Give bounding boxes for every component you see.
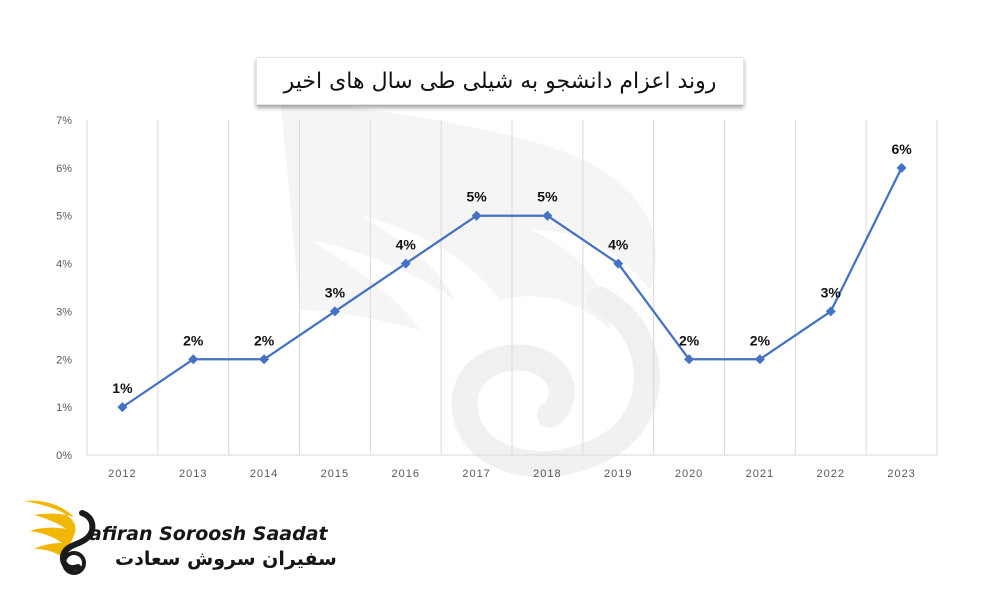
x-tick-label: 2014 xyxy=(250,468,278,480)
y-tick-label: 4% xyxy=(56,259,72,271)
data-point-marker xyxy=(825,306,836,317)
x-tick-label: 2022 xyxy=(817,468,845,480)
data-label: 5% xyxy=(466,189,487,205)
y-tick-label: 2% xyxy=(56,354,72,366)
data-point-marker xyxy=(896,162,907,173)
grid xyxy=(86,120,938,455)
y-tick-label: 3% xyxy=(56,306,72,318)
data-label: 6% xyxy=(891,141,912,157)
logo-mark-icon xyxy=(24,500,96,575)
data-point-marker xyxy=(613,258,624,269)
data-label: 5% xyxy=(537,189,558,205)
x-tick-label: 2017 xyxy=(462,468,490,480)
chart-title-text: روند اعزام دانشجو به شیلی طی سال های اخی… xyxy=(283,68,717,94)
logo-persian-text: سفیران سروش سعادت xyxy=(115,548,337,570)
data-label: 1% xyxy=(112,380,133,396)
data-point-marker xyxy=(542,210,553,221)
x-tick-label: 2015 xyxy=(321,468,349,480)
logo-english-text: afiran Soroosh Saadat xyxy=(89,523,328,545)
series xyxy=(117,162,907,413)
data-label: 2% xyxy=(254,332,275,348)
data-label: 2% xyxy=(679,332,700,348)
data-label: 2% xyxy=(750,332,771,348)
series-line xyxy=(121,167,903,409)
x-tick-label: 2013 xyxy=(179,468,207,480)
data-point-marker xyxy=(117,402,128,413)
wing-icon xyxy=(24,500,76,559)
x-tick-label: 2021 xyxy=(746,468,774,480)
brand-logo: afiran Soroosh Saadat سفیران سروش سعادت xyxy=(20,493,337,583)
y-tick-label: 7% xyxy=(56,115,72,127)
data-point-marker xyxy=(188,354,199,365)
x-tick-label: 2019 xyxy=(604,468,632,480)
x-tick-label: 2023 xyxy=(887,468,915,480)
chart-title: روند اعزام دانشجو به شیلی طی سال های اخی… xyxy=(256,57,744,105)
y-tick-label: 5% xyxy=(56,211,72,223)
data-label: 4% xyxy=(608,237,629,253)
x-tick-label: 2012 xyxy=(108,468,136,480)
data-label: 2% xyxy=(183,332,204,348)
watermark xyxy=(280,95,660,477)
data-point-marker xyxy=(329,306,340,317)
y-tick-label: 6% xyxy=(56,163,72,175)
y-tick-label: 0% xyxy=(56,450,72,462)
data-point-marker xyxy=(754,354,765,365)
axes: 0% 1% 2% 3% 4% 5% 6% 7% 2012 2013 2014 2015 2016 2017… xyxy=(56,115,937,480)
data-labels: 1% 2% 2% 3% 4% 5% 5% 4% 2% 2% 3% 6% xyxy=(112,141,912,396)
data-label: 3% xyxy=(325,284,346,300)
x-tick-label: 2018 xyxy=(533,468,561,480)
x-tick-label: 2020 xyxy=(675,468,703,480)
y-tick-label: 1% xyxy=(56,402,72,414)
data-label: 4% xyxy=(396,237,417,253)
data-label: 3% xyxy=(821,284,842,300)
data-point-marker xyxy=(684,354,695,365)
x-tick-label: 2016 xyxy=(392,468,420,480)
data-point-marker xyxy=(259,354,270,365)
data-point-marker xyxy=(400,258,411,269)
swan-ring-icon xyxy=(62,551,86,575)
data-point-marker xyxy=(471,210,482,221)
